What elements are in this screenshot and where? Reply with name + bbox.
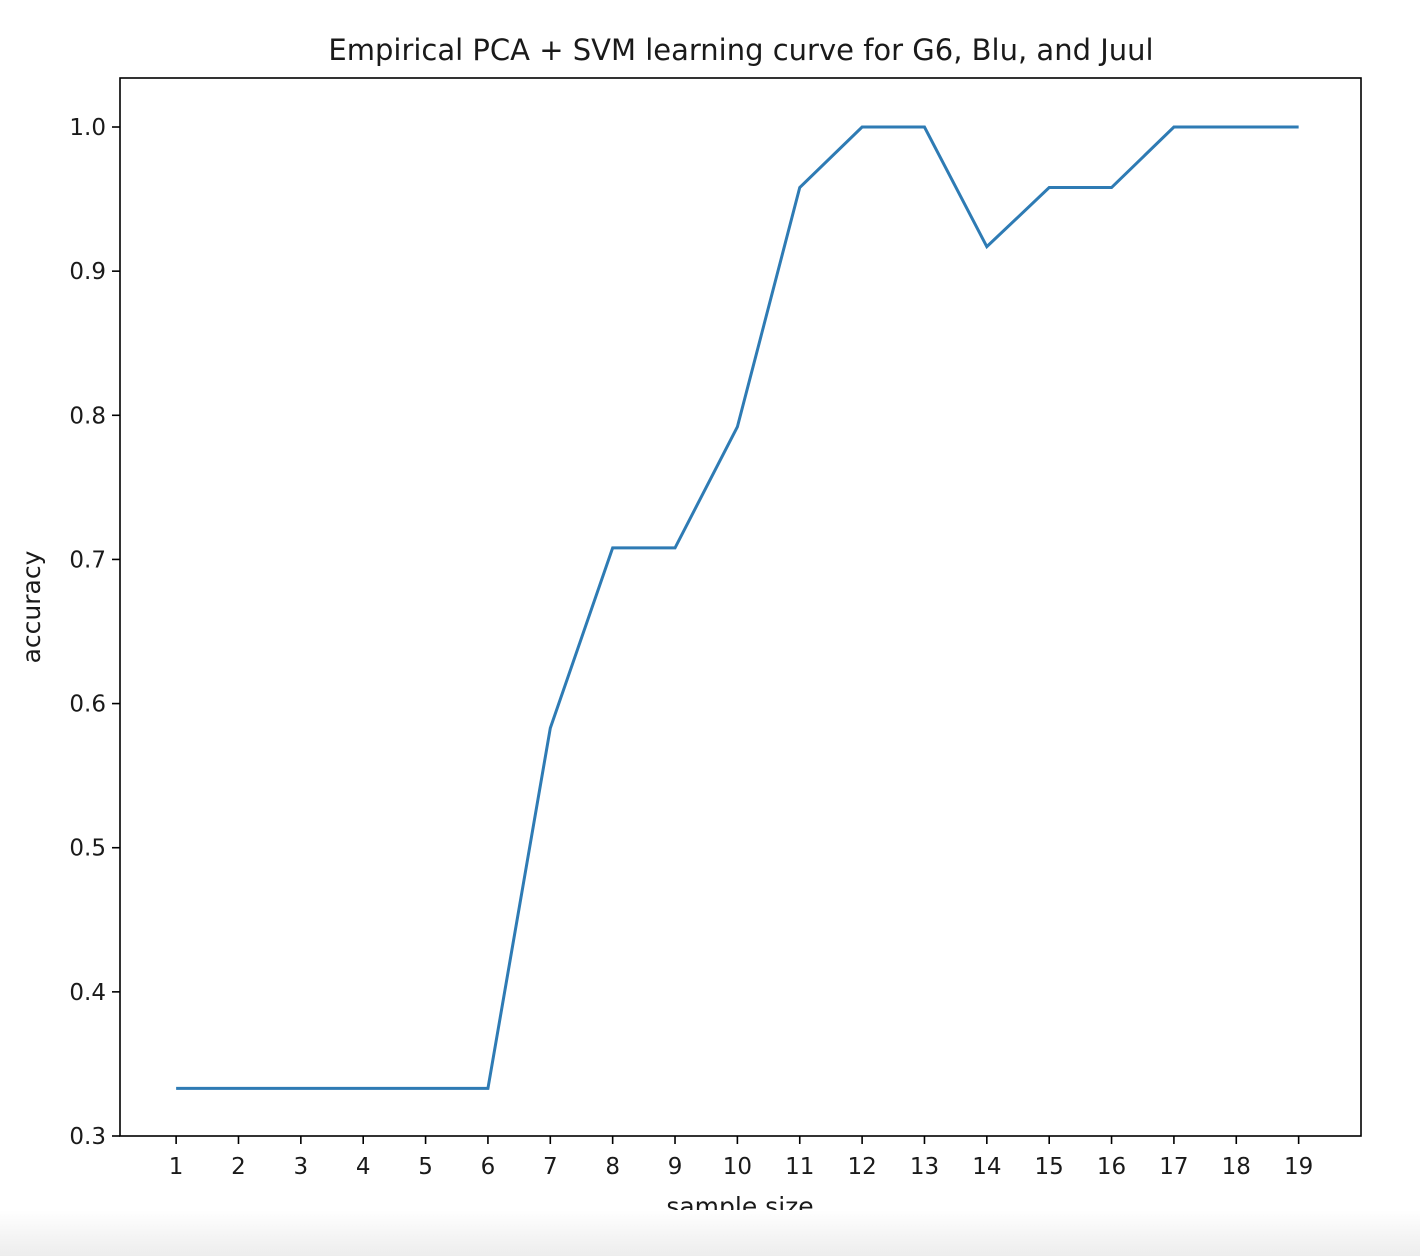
y-tick-label: 0.7 <box>69 547 106 573</box>
y-axis-label: accuracy <box>17 550 46 663</box>
x-tick-label: 16 <box>1097 1154 1126 1180</box>
x-tick-label: 2 <box>231 1154 246 1180</box>
bottom-fade <box>0 1210 1420 1256</box>
x-tick-label: 19 <box>1284 1154 1313 1180</box>
x-tick-label: 17 <box>1159 1154 1188 1180</box>
series-line <box>176 125 1299 1090</box>
x-axis-ticks: 1 2 3 4 5 6 7 8 9 10 11 12 13 14 15 16 17 18 19 <box>169 1136 1313 1180</box>
x-tick-label: 5 <box>418 1154 433 1180</box>
x-tick-label: 11 <box>785 1154 814 1180</box>
x-tick-label: 15 <box>1035 1154 1064 1180</box>
plot-area-frame <box>119 77 1362 1137</box>
y-tick-label: 0.8 <box>69 403 106 429</box>
y-tick-label: 0.9 <box>69 259 106 285</box>
x-tick-label: 3 <box>294 1154 309 1180</box>
y-tick-label: 0.3 <box>69 1124 106 1150</box>
x-tick-label: 6 <box>481 1154 496 1180</box>
x-tick-label: 8 <box>605 1154 620 1180</box>
x-tick-label: 4 <box>356 1154 371 1180</box>
x-tick-label: 9 <box>668 1154 683 1180</box>
chart-title: Empirical PCA + SVM learning curve for G… <box>328 33 1153 67</box>
x-tick-label: 18 <box>1222 1154 1251 1180</box>
y-axis-ticks: 0.3 0.4 0.5 0.6 0.7 0.8 0.9 1.0 <box>69 115 120 1150</box>
x-tick-label: 12 <box>847 1154 876 1180</box>
y-tick-label: 0.6 <box>69 692 106 718</box>
series-layer <box>176 125 1299 1090</box>
x-tick-label: 14 <box>972 1154 1001 1180</box>
y-tick-label: 0.4 <box>69 980 106 1006</box>
y-tick-label: 1.0 <box>69 115 106 141</box>
x-tick-label: 10 <box>723 1154 752 1180</box>
y-tick-label: 0.5 <box>69 836 106 862</box>
x-tick-label: 1 <box>169 1154 184 1180</box>
x-tick-label: 13 <box>910 1154 939 1180</box>
x-tick-label: 7 <box>543 1154 558 1180</box>
